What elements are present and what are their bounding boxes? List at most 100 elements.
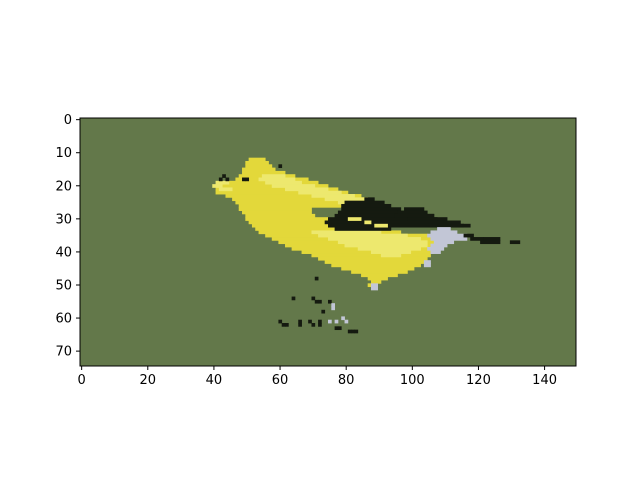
image-speck [337, 326, 342, 331]
image-region-wing [324, 197, 471, 231]
image-pixel-run [450, 223, 471, 228]
x-axis: 0 20 40 60 80 100 120 140 [78, 366, 557, 388]
axes-frame [79, 117, 577, 367]
image-speck [341, 316, 345, 321]
image-pixel-run [285, 187, 329, 192]
image-pixel-run [437, 227, 451, 231]
x-tick-label: 40 [206, 373, 223, 388]
image-pixel-run [430, 230, 458, 235]
image-speck [298, 319, 302, 324]
image-pixel-run [212, 184, 223, 188]
image-speck [242, 177, 246, 182]
image-pixel-run [232, 197, 369, 202]
image-pixel-run [361, 273, 398, 278]
image-pixel-run [215, 190, 349, 195]
image-pixel-run [261, 174, 286, 178]
image-region-wing-mark [347, 217, 388, 228]
image-pixel-run [245, 217, 329, 221]
image-pixel-run [215, 187, 339, 192]
image-pixel-run [370, 280, 382, 284]
image-pixel-run [357, 246, 421, 251]
image-pixel-run [430, 250, 441, 254]
image-pixel-run [324, 197, 369, 202]
image-pixel-run [341, 203, 392, 208]
image-pixel-run [242, 170, 286, 175]
x-tick-label: 140 [532, 373, 557, 388]
image-region-tail [370, 227, 468, 291]
image-speck [278, 319, 283, 324]
image-pixel-run [235, 200, 372, 205]
image-pixel-run [483, 237, 501, 241]
image-speck [347, 329, 352, 334]
image-plot-area [80, 118, 576, 366]
image-pixel-run [470, 237, 484, 241]
image-speck [222, 174, 226, 178]
image-pixel-run [430, 243, 448, 248]
image-pixel-run [311, 194, 355, 198]
image-pixel-run [242, 167, 276, 172]
image-pixel-run [334, 213, 435, 218]
image-pixel-run [364, 197, 375, 202]
image-pixel-run [245, 160, 269, 165]
x-tick-label: 120 [466, 373, 491, 388]
image-speck [334, 326, 339, 331]
image-pixel-run [258, 177, 296, 182]
image-pixel-run [433, 240, 455, 245]
image-speck [334, 319, 339, 324]
image-pixel-run [380, 253, 402, 258]
image-pixel-run [394, 213, 435, 218]
y-tick-label: 20 [55, 179, 72, 194]
image-speck [278, 164, 283, 168]
image-pixel-run [255, 227, 375, 231]
image-pixel-run [311, 253, 431, 258]
image-speck [331, 306, 336, 311]
image-speck [311, 296, 316, 301]
image-pixel-run [407, 217, 438, 221]
image-pixel-run [265, 180, 302, 185]
image-pixel-run [218, 187, 233, 192]
image-pixel-run [337, 240, 428, 245]
image-pixel-run [271, 184, 316, 188]
image-pixel-run [370, 286, 378, 291]
image-speck [318, 319, 322, 324]
image-speck [281, 323, 286, 327]
image-pixel-run [351, 270, 408, 274]
y-axis: 0 10 20 30 40 50 60 70 [55, 113, 80, 360]
image-speck [354, 329, 359, 334]
image-pixel-run [324, 260, 425, 264]
image-pixel-run [311, 230, 382, 235]
y-tick-label: 50 [55, 278, 72, 293]
image-pixel-run [238, 203, 349, 208]
image-specks [218, 164, 359, 334]
image-speck [318, 299, 322, 304]
image-region-tail-tip [463, 233, 521, 245]
x-tick-label: 20 [140, 373, 157, 388]
image-pixel-run [427, 246, 445, 251]
image-pixel-run [318, 233, 408, 238]
y-tick-label: 70 [55, 345, 72, 360]
y-tick-label: 40 [55, 245, 72, 260]
image-speck [218, 177, 223, 182]
image-pixel-run [367, 276, 388, 281]
y-tick-label: 0 [64, 113, 72, 128]
image-pixel-run [328, 237, 421, 241]
y-tick-label: 30 [55, 212, 72, 227]
image-pixel-run [404, 207, 425, 211]
image-pixel-run [238, 207, 312, 211]
image-speck [285, 323, 289, 327]
image-pixel-run [331, 263, 421, 268]
image-pixel-run [324, 220, 461, 225]
y-tick-label: 10 [55, 146, 72, 161]
image-pixel-run [242, 210, 312, 215]
image-pixel-run [443, 220, 461, 225]
image-pixel-run [245, 213, 316, 218]
y-tick-label: 60 [55, 312, 72, 327]
image-speck [328, 299, 332, 304]
image-speck [331, 303, 336, 307]
image-pixel-run [328, 223, 464, 228]
x-tick-label: 100 [400, 373, 425, 388]
image-speck [314, 276, 319, 281]
image-pixel-run [370, 250, 412, 254]
image-pixel-run [347, 217, 362, 221]
